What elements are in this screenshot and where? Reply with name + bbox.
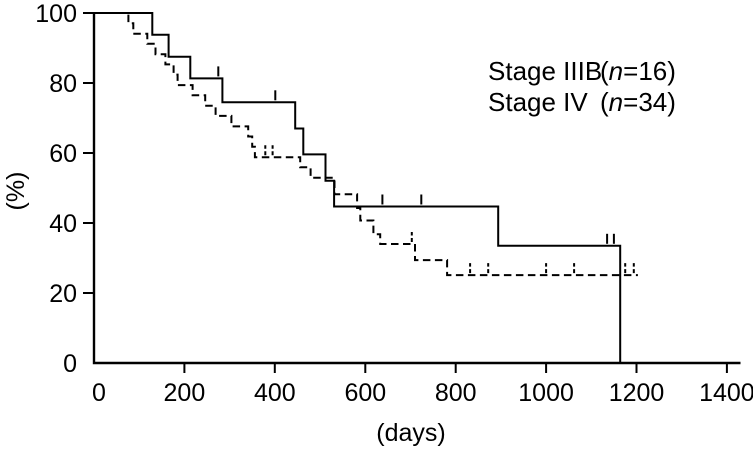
y-tick-label: 60	[49, 140, 77, 168]
y-tick-label: 100	[35, 0, 77, 28]
legend: Stage IIIB (n=16) Stage IV (n=34)	[488, 56, 676, 118]
x-tick-label: 1400	[699, 379, 753, 407]
legend-stage-iv-label: Stage IV	[488, 87, 588, 117]
survival-curve-stage-iv	[94, 12, 638, 277]
legend-stage-iv-count: =34)	[623, 87, 676, 117]
x-tick-label: 600	[344, 379, 386, 407]
legend-stage-iiib-open-paren: (	[600, 56, 609, 86]
survival-curve-stage-iiib	[94, 12, 622, 363]
y-tick-label: 20	[49, 280, 77, 308]
y-tick-label: 0	[63, 350, 77, 378]
legend-stage-iiib-n: (n=16)	[600, 56, 676, 87]
legend-item-stage-iiib: Stage IIIB (n=16)	[488, 56, 676, 87]
x-tick-label: 1000	[518, 379, 574, 407]
legend-stage-iiib-label: Stage IIIB	[488, 56, 603, 86]
x-axis-label: (days)	[376, 419, 446, 447]
x-tick-label: 200	[164, 379, 206, 407]
y-axis-label: (%)	[2, 171, 30, 211]
legend-item-stage-iv: Stage IV (n=34)	[488, 87, 676, 118]
x-tick-label: 0	[92, 379, 106, 407]
legend-stage-iv-n-symbol: n	[608, 87, 624, 117]
axes-frame	[92, 12, 741, 365]
legend-stage-iiib-n-symbol: n	[608, 56, 624, 86]
x-tick-label: 1200	[609, 379, 665, 407]
legend-stage-iiib-count: =16)	[623, 56, 676, 86]
legend-stage-iv-open-paren: (	[600, 87, 609, 117]
legend-stage-iv-n: (n=34)	[600, 87, 676, 118]
x-tick-label: 400	[254, 379, 296, 407]
y-tick-label: 40	[49, 210, 77, 238]
x-tick-label: 800	[435, 379, 477, 407]
y-tick-label: 80	[49, 70, 77, 98]
